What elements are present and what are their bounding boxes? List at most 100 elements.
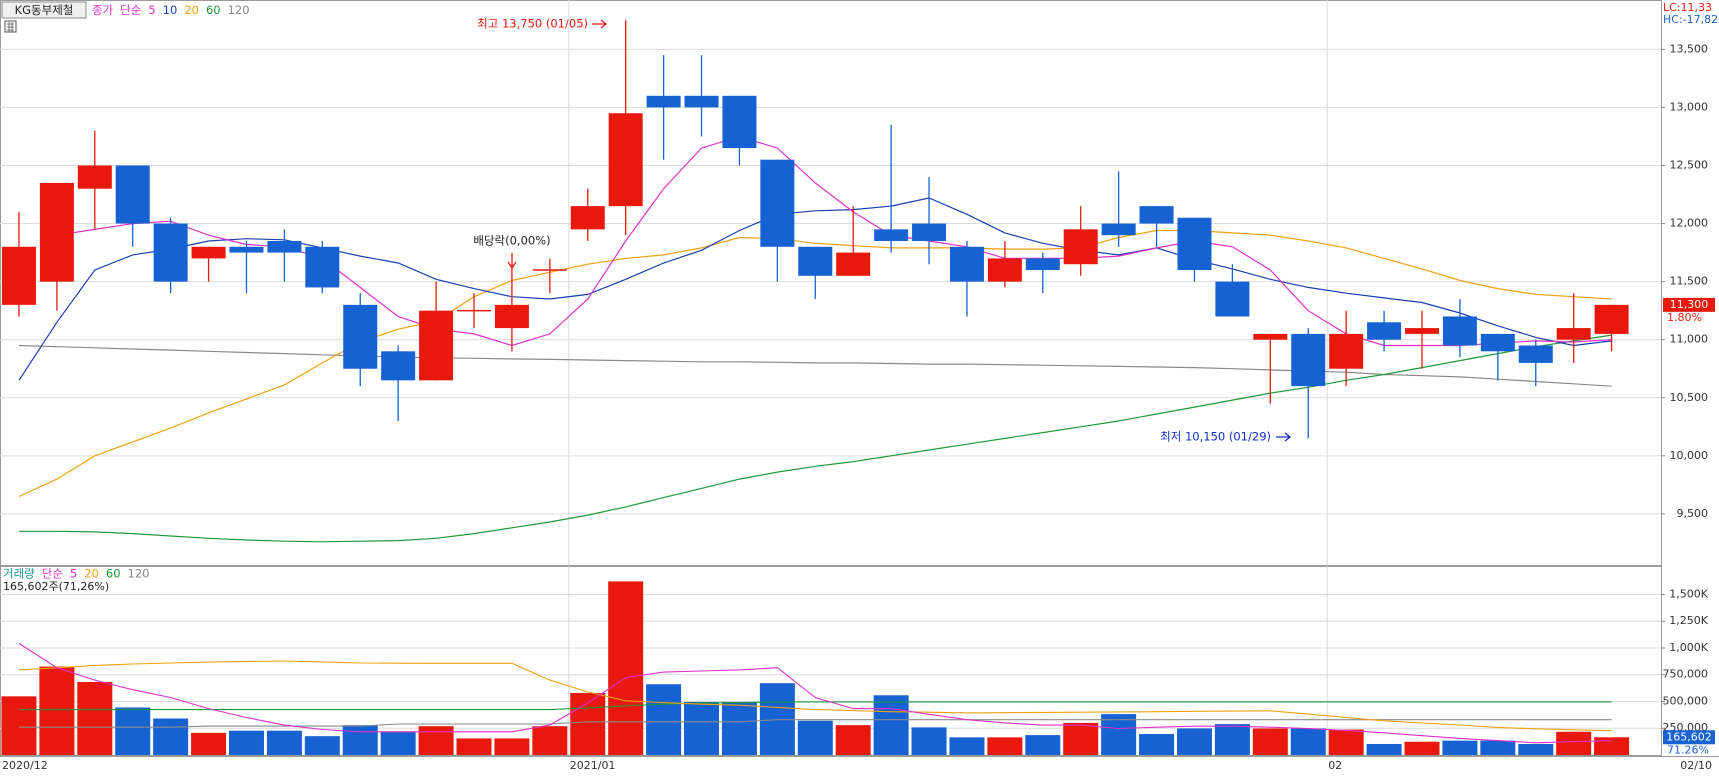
legend-method: 단순 — [42, 567, 63, 581]
candle-body — [1025, 258, 1060, 271]
candle-body — [684, 95, 719, 108]
last-price-label: 11,300 — [1670, 298, 1709, 311]
volume-bar — [987, 737, 1023, 755]
candle-body — [608, 113, 643, 207]
volume-bar — [1442, 740, 1478, 755]
volume-bar — [418, 726, 454, 755]
volume-bar — [1, 696, 37, 755]
volume-bar — [153, 718, 189, 755]
candle-body — [343, 304, 378, 369]
candle-body — [798, 246, 833, 276]
volume-bar — [1556, 731, 1592, 755]
volume-bar — [608, 581, 644, 755]
volume-bar — [1101, 714, 1137, 755]
candle-body — [305, 246, 340, 288]
candle-body — [532, 269, 567, 271]
candle-body — [1215, 281, 1250, 317]
dividend-annotation: 배당락(0,00%) — [473, 234, 550, 248]
grid-icon[interactable] — [4, 20, 17, 33]
legend-entry: 120 — [128, 567, 150, 581]
volume-bar — [797, 720, 833, 755]
candle-body — [570, 206, 605, 230]
volume-bar — [1139, 734, 1175, 755]
x-tick-label: 02/10 — [1680, 759, 1712, 772]
legend-entry: 120 — [228, 3, 250, 17]
volume-bar — [759, 683, 795, 755]
volume-bar — [304, 736, 340, 755]
lc-label: LC:11,33 — [1663, 1, 1712, 14]
y-tick-label: 9,500 — [1677, 507, 1709, 520]
y-tick-label: 1,500K — [1669, 587, 1708, 600]
y-tick-label: 12,500 — [1670, 158, 1709, 171]
y-tick-label: 11,000 — [1670, 333, 1709, 346]
y-tick-label: 10,000 — [1670, 449, 1709, 462]
candle-body — [1556, 328, 1591, 340]
candle-body — [457, 309, 491, 312]
candle-body — [1480, 333, 1515, 352]
volume-bar — [77, 682, 113, 755]
volume-ma-line — [19, 719, 1612, 728]
y-tick-label: 1,000K — [1669, 641, 1708, 654]
candle-body — [1405, 328, 1439, 334]
candle-body — [115, 165, 150, 224]
x-tick-label: 2021/01 — [570, 759, 616, 772]
low-annotation: 최저 10,150 (01/29) — [1160, 430, 1271, 444]
legend-entry: 20 — [84, 567, 99, 581]
volume-bar — [949, 737, 985, 755]
y-tick-label: 750,000 — [1663, 668, 1709, 681]
candle-body — [1253, 333, 1288, 340]
volume-bar — [266, 730, 302, 755]
volume-bar — [1290, 728, 1326, 755]
legend-entry: 5 — [148, 3, 155, 17]
price-legend: KG동부제철 — [1, 1, 87, 33]
y-tick-label: 10,500 — [1670, 391, 1709, 404]
candle-body — [836, 252, 871, 276]
candle-body — [39, 182, 74, 282]
candle-body — [874, 229, 909, 241]
volume-bar — [1252, 728, 1288, 755]
y-tick-label: 500,000 — [1663, 694, 1709, 707]
volume-bar — [646, 684, 682, 755]
candle-body — [1101, 223, 1136, 236]
candle-body — [1, 246, 36, 305]
legend-entry: 20 — [184, 3, 199, 17]
volume-bar — [342, 725, 378, 755]
last-volume-label: 165,602 — [1666, 730, 1712, 743]
change-label: 1.80% — [1667, 311, 1702, 324]
candle-body — [419, 310, 454, 381]
volume-pct-label: 71.26% — [1667, 743, 1709, 756]
volume-bar — [1480, 740, 1516, 755]
candle-body — [1518, 345, 1553, 363]
volume-bar — [532, 726, 568, 755]
candle-body — [267, 240, 302, 253]
high-arrow — [592, 19, 608, 29]
grid-icon-lines — [7, 22, 14, 32]
candle-body — [1329, 333, 1364, 369]
legend-prefix: 종가 — [92, 3, 114, 17]
volume-bar — [494, 738, 530, 755]
volume-bar — [228, 730, 264, 755]
volume-bar — [456, 738, 492, 755]
x-tick-label: 2020/12 — [2, 759, 48, 772]
volume-summary: 165,602주(71,26%) — [3, 580, 109, 593]
volume-bar — [191, 732, 227, 755]
volume-bar — [1404, 741, 1440, 755]
volume-bar — [1328, 729, 1364, 755]
high-annotation: 최고 13,750 (01/05) — [477, 17, 588, 31]
volume-bar — [911, 727, 947, 755]
hc-label: HC:-17,82 — [1663, 13, 1718, 26]
price-panel — [0, 0, 1662, 566]
volume-bar — [721, 701, 757, 755]
volume-bar — [835, 725, 871, 755]
candle-body — [1291, 333, 1326, 387]
candle-body — [494, 304, 529, 329]
candle-body — [191, 246, 226, 259]
y-tick-label: 13,000 — [1670, 100, 1709, 113]
candle-body — [1139, 206, 1174, 224]
y-tick-label: 11,500 — [1670, 275, 1709, 288]
candle-body — [646, 95, 681, 108]
candle-body — [77, 165, 112, 189]
